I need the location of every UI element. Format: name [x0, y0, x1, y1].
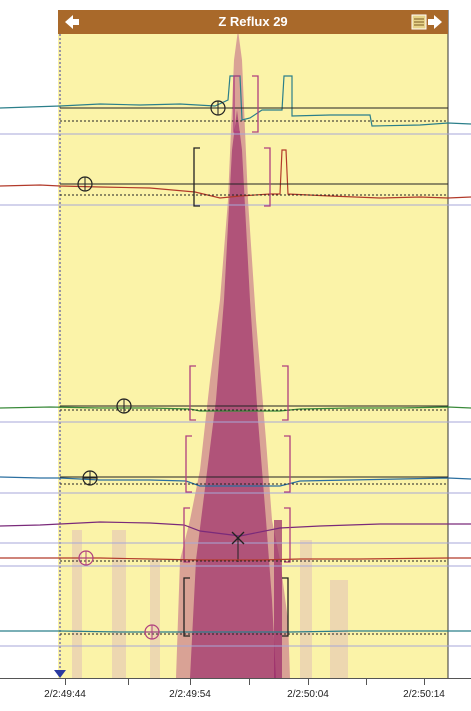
time-tick-label: 2/2:50:14: [403, 689, 445, 700]
channel-1: [0, 75, 471, 133]
list-arrow-right-icon[interactable]: [410, 12, 444, 32]
channel-4: [0, 435, 471, 493]
arrow-left-icon[interactable]: [62, 12, 82, 32]
event-header-bar: Z Reflux 29: [58, 10, 448, 34]
time-tick-label: 2/2:50:04: [287, 689, 329, 700]
channel-3: [0, 365, 471, 421]
impedance-spike: [176, 30, 290, 678]
time-tick-label: 2/2:49:44: [44, 689, 86, 700]
channel-7: [0, 577, 471, 640]
channel-2: [0, 147, 471, 207]
time-axis: 2/2:49:44 2/2:49:54 2/2:50:04 2/2:50:14: [0, 678, 471, 707]
event-title: Z Reflux 29: [218, 14, 288, 29]
impedance-smear: [72, 530, 348, 678]
channel-6: [0, 550, 471, 566]
time-tick-label: 2/2:49:54: [169, 689, 211, 700]
cursor-marker-icon[interactable]: [54, 670, 66, 678]
channel-5: [0, 507, 471, 563]
reference-lines: [0, 133, 471, 647]
